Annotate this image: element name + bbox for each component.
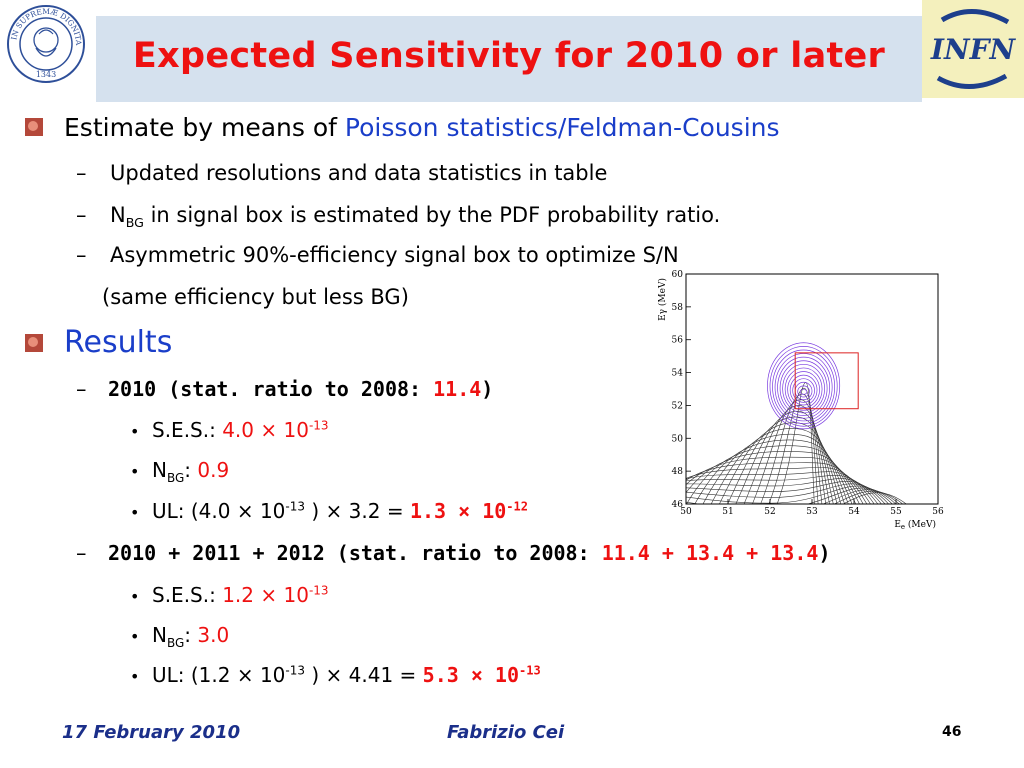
y-tick-label: 46: [672, 500, 684, 510]
result-2010-heading: 2010 (stat. ratio to 2008: 11.4): [108, 377, 494, 401]
dot-bullet: •: [130, 462, 140, 481]
footer-author: Fabrizio Cei: [447, 722, 565, 743]
background-contour: [719, 422, 842, 504]
y-tick-label: 56: [672, 336, 684, 346]
x-tick-label: 56: [932, 507, 944, 517]
background-contour: [842, 492, 907, 504]
r1-ses: S.E.S.: 4.0 × 10-13: [152, 418, 329, 442]
signal-contour: [772, 349, 836, 424]
infn-logo: INFN: [922, 0, 1024, 98]
y-axis-label: Eγ (MeV): [657, 278, 668, 321]
dash-bullet: –: [76, 377, 87, 401]
svg-text:INFN: INFN: [930, 33, 1017, 66]
signal-contour: [792, 378, 815, 403]
background-contour: [686, 451, 860, 504]
background-contour: [694, 439, 853, 504]
title-banner: Expected Sensitivity for 2010 or later: [96, 16, 922, 102]
signal-contour: [784, 367, 823, 411]
sub-updated-resolutions: Updated resolutions and data statistics …: [110, 161, 608, 185]
background-contour: [686, 485, 893, 504]
signal-contour: [789, 374, 818, 406]
signal-contour: [767, 342, 841, 430]
sub-nbg-estimate: NBG in signal box is estimated by the PD…: [110, 203, 721, 231]
bullet-estimate: Estimate by means of Poisson statistics/…: [64, 113, 780, 142]
x-tick-label: 54: [848, 507, 860, 517]
background-contour: [735, 410, 834, 504]
x-tick-label: 52: [764, 507, 775, 517]
page-number: 46: [942, 724, 962, 740]
x-axis-label: Ee (MeV): [894, 519, 936, 530]
dash-bullet: –: [76, 243, 87, 267]
signal-contour: [797, 385, 810, 398]
infn-logo-mark: INFN: [930, 9, 1017, 89]
y-tick-label: 48: [672, 467, 684, 477]
footer-date: 17 February 2010: [62, 722, 241, 743]
x-tick-label: 51: [722, 507, 733, 517]
svg-text:1343: 1343: [36, 70, 56, 79]
x-tick-label: 50: [680, 507, 692, 517]
background-contour: [686, 481, 886, 504]
bullet-icon: [25, 118, 43, 136]
r1-nbg: NBG: 0.9: [152, 458, 230, 485]
x-tick-label: 53: [806, 507, 818, 517]
signal-contour: [769, 346, 838, 427]
dot-bullet: •: [130, 667, 140, 686]
y-tick-label: 58: [672, 303, 684, 313]
dash-bullet: –: [76, 203, 87, 227]
results-heading: Results: [64, 325, 173, 360]
y-tick-label: 52: [672, 401, 683, 411]
signal-contour: [777, 356, 830, 419]
background-contour: [702, 433, 849, 504]
dot-bullet: •: [130, 503, 140, 522]
signal-contour: [787, 371, 820, 408]
signal-contour: [799, 389, 808, 395]
r1-ul: UL: (4.0 × 10-13 ) × 3.2 = 1.3 × 10-12: [152, 499, 528, 523]
x-tick-label: 55: [890, 507, 902, 517]
background-contour: [686, 483, 889, 504]
slide-title: Expected Sensitivity for 2010 or later: [132, 36, 886, 76]
result-2010-2012-heading: 2010 + 2011 + 2012 (stat. ratio to 2008:…: [108, 541, 831, 565]
background-contour: [686, 487, 896, 504]
signal-contour: [782, 363, 825, 414]
sub-asymmetric-box-note: (same efficiency but less BG): [102, 285, 409, 309]
background-contour: [686, 467, 871, 504]
contour-lines: [686, 342, 907, 504]
y-tick-label: 60: [672, 270, 684, 280]
bullet-icon: [25, 334, 43, 352]
y-tick-label: 54: [672, 369, 684, 379]
dot-bullet: •: [130, 587, 140, 606]
dot-bullet: •: [130, 627, 140, 646]
background-contour: [751, 399, 827, 504]
r2-ul: UL: (1.2 × 10-13 ) × 4.41 = 5.3 × 10-13: [152, 663, 541, 687]
r2-nbg: NBG: 3.0: [152, 623, 230, 650]
signal-box: [794, 352, 859, 410]
dash-bullet: –: [76, 541, 87, 565]
dot-bullet: •: [130, 422, 140, 441]
sub-asymmetric-box: Asymmetric 90%-efficiency signal box to …: [110, 243, 679, 267]
background-contour: [833, 491, 904, 504]
background-contour: [686, 456, 864, 504]
dash-bullet: –: [76, 161, 87, 185]
signal-contour: [774, 353, 833, 422]
university-seal-logo: IN SUPREMÆ DIGNITATIS 1343: [6, 4, 85, 83]
background-contour: [822, 489, 900, 504]
y-tick-label: 50: [672, 434, 684, 444]
r2-ses: S.E.S.: 1.2 × 10-13: [152, 583, 329, 607]
background-contour: [768, 387, 819, 504]
signal-contour: [779, 360, 828, 416]
contour-plot: 50 51 52 53 54 55 56 46 48 50 52 54 56 58 60 Ee (MeV) Eγ…: [657, 270, 944, 530]
